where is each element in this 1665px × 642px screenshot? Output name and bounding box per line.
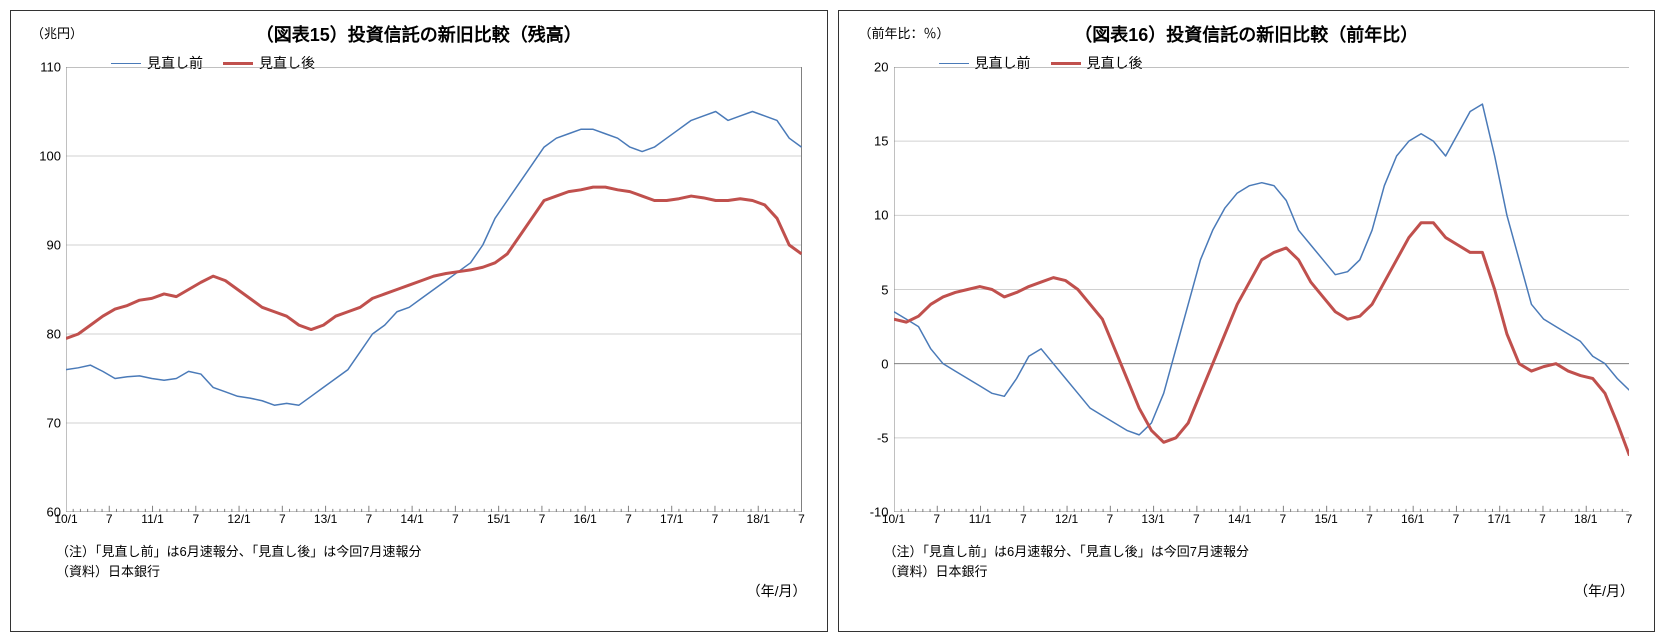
chart16-xticks: 10/1711/1712/1713/1714/1715/1716/1717/17… (894, 512, 1630, 532)
x-tick-label: 7 (1366, 512, 1373, 526)
y-tick-label: 10 (859, 208, 889, 223)
chart16-yticks: -10-505101520 (859, 67, 889, 512)
x-tick-label: 12/1 (1055, 512, 1078, 526)
x-tick-label: 16/1 (1401, 512, 1424, 526)
charts-container: （兆円） （図表15）投資信託の新旧比較（残高） 見直し前 見直し後 60708… (10, 10, 1655, 632)
chart15-yticks: 60708090100110 (31, 67, 61, 512)
chart15-xlabel: （年/月） (747, 581, 807, 601)
y-tick-label: 90 (31, 238, 61, 253)
x-tick-label: 17/1 (1488, 512, 1511, 526)
legend-line-after (223, 62, 253, 65)
x-tick-label: 17/1 (660, 512, 683, 526)
x-tick-label: 11/1 (141, 512, 163, 526)
chart15-xticks: 10/1711/1712/1713/1714/1715/1716/1717/17… (66, 512, 802, 532)
x-tick-label: 7 (452, 512, 459, 526)
x-tick-label: 16/1 (573, 512, 596, 526)
x-tick-label: 18/1 (1574, 512, 1597, 526)
y-tick-label: 80 (31, 327, 61, 342)
chart15-svg (66, 67, 802, 512)
y-tick-label: -5 (859, 430, 889, 445)
x-tick-label: 7 (1453, 512, 1460, 526)
chart15-note2: （資料）日本銀行 (56, 562, 812, 582)
x-tick-label: 7 (366, 512, 373, 526)
chart16-ylabel: （前年比：％） (859, 23, 950, 42)
chart16-panel: （前年比：％） （図表16）投資信託の新旧比較（前年比） 見直し前 見直し後 -… (838, 10, 1656, 632)
legend-line-before (111, 63, 141, 64)
chart16-title: （図表16）投資信託の新旧比較（前年比） (854, 21, 1640, 47)
x-tick-label: 18/1 (747, 512, 770, 526)
x-tick-label: 7 (1020, 512, 1027, 526)
chart16-note1: （注）「見直し前」は6月速報分、「見直し後」は今回7月速報分 (884, 542, 1640, 562)
x-tick-label: 7 (1280, 512, 1287, 526)
chart16-area: -10-505101520 10/1711/1712/1713/1714/171… (894, 67, 1630, 512)
chart15-note1: （注）「見直し前」は6月速報分、「見直し後」は今回7月速報分 (56, 542, 812, 562)
x-tick-label: 7 (798, 512, 805, 526)
x-tick-label: 7 (1539, 512, 1546, 526)
x-tick-label: 10/1 (882, 512, 905, 526)
chart15-area: 60708090100110 10/1711/1712/1713/1714/17… (66, 67, 802, 512)
chart15-title: （図表15）投資信託の新旧比較（残高） (26, 21, 812, 47)
x-tick-label: 12/1 (227, 512, 250, 526)
x-tick-label: 11/1 (969, 512, 991, 526)
x-tick-label: 7 (933, 512, 940, 526)
y-tick-label: 20 (859, 60, 889, 75)
x-tick-label: 7 (1626, 512, 1633, 526)
chart16-svg (894, 67, 1630, 512)
x-tick-label: 7 (106, 512, 113, 526)
x-tick-label: 7 (1193, 512, 1200, 526)
x-tick-label: 15/1 (1314, 512, 1337, 526)
x-tick-label: 7 (192, 512, 199, 526)
x-tick-label: 10/1 (54, 512, 77, 526)
x-tick-label: 13/1 (314, 512, 337, 526)
x-tick-label: 7 (625, 512, 632, 526)
y-tick-label: 100 (31, 149, 61, 164)
y-tick-label: 0 (859, 356, 889, 371)
legend-line-before (939, 63, 969, 64)
chart16-note2: （資料）日本銀行 (884, 562, 1640, 582)
chart16-notes: （注）「見直し前」は6月速報分、「見直し後」は今回7月速報分 （資料）日本銀行 (884, 542, 1640, 581)
y-tick-label: 70 (31, 416, 61, 431)
x-tick-label: 7 (712, 512, 719, 526)
legend-line-after (1051, 62, 1081, 65)
x-tick-label: 13/1 (1141, 512, 1164, 526)
chart16-xlabel: （年/月） (1574, 581, 1634, 601)
x-tick-label: 7 (539, 512, 546, 526)
y-tick-label: 5 (859, 282, 889, 297)
x-tick-label: 15/1 (487, 512, 510, 526)
chart15-notes: （注）「見直し前」は6月速報分、「見直し後」は今回7月速報分 （資料）日本銀行 (56, 542, 812, 581)
chart15-ylabel: （兆円） (31, 23, 83, 42)
chart15-panel: （兆円） （図表15）投資信託の新旧比較（残高） 見直し前 見直し後 60708… (10, 10, 828, 632)
x-tick-label: 14/1 (400, 512, 423, 526)
y-tick-label: 15 (859, 134, 889, 149)
x-tick-label: 7 (1106, 512, 1113, 526)
x-tick-label: 7 (279, 512, 286, 526)
y-tick-label: 110 (31, 60, 61, 75)
x-tick-label: 14/1 (1228, 512, 1251, 526)
